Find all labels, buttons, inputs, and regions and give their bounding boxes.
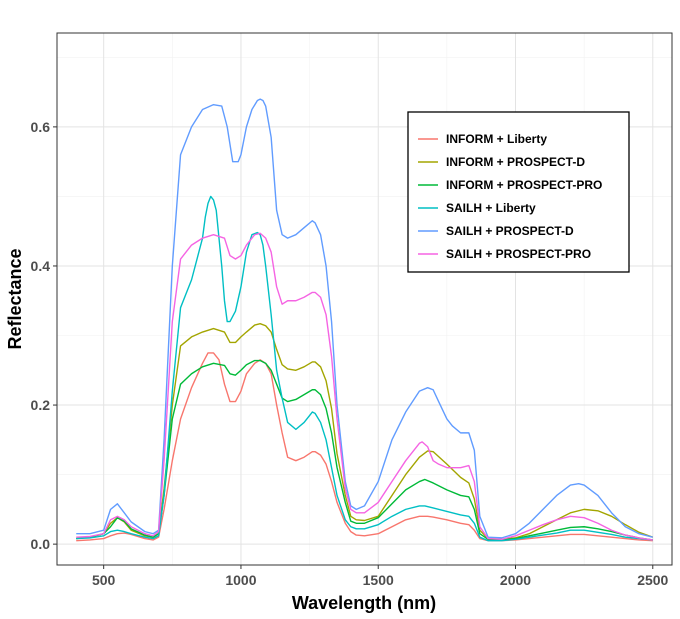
y-tick-label: 0.4 (31, 258, 51, 274)
legend-label: SAILH + PROSPECT-D (446, 224, 574, 238)
y-axis-title: Reflectance (5, 248, 25, 349)
series-line-sailh-prospect-pro (76, 233, 653, 540)
y-tick-label: 0.6 (31, 119, 51, 135)
x-tick-label: 2000 (500, 572, 531, 588)
legend-label: INFORM + PROSPECT-PRO (446, 178, 602, 192)
reflectance-chart: 500 1000 1500 2000 2500 0.0 0.2 0.4 0.6 Wavelen… (0, 0, 680, 619)
x-tick-label: 1500 (363, 572, 394, 588)
x-tick-label: 1000 (225, 572, 256, 588)
legend-label: INFORM + PROSPECT-D (446, 155, 585, 169)
legend-label: INFORM + Liberty (446, 132, 547, 146)
x-axis-title: Wavelength (nm) (292, 593, 436, 613)
x-tick-label: 500 (92, 572, 116, 588)
y-tick-label: 0.2 (31, 397, 51, 413)
y-axis-ticks: 0.0 0.2 0.4 0.6 (31, 119, 57, 552)
x-tick-label: 2500 (637, 572, 668, 588)
legend: INFORM + Liberty INFORM + PROSPECT-D INFOR… (408, 112, 629, 272)
legend-label: SAILH + PROSPECT-PRO (446, 247, 591, 261)
x-axis-ticks: 500 1000 1500 2000 2500 (92, 565, 669, 588)
y-tick-label: 0.0 (31, 536, 51, 552)
legend-label: SAILH + Liberty (446, 201, 536, 215)
